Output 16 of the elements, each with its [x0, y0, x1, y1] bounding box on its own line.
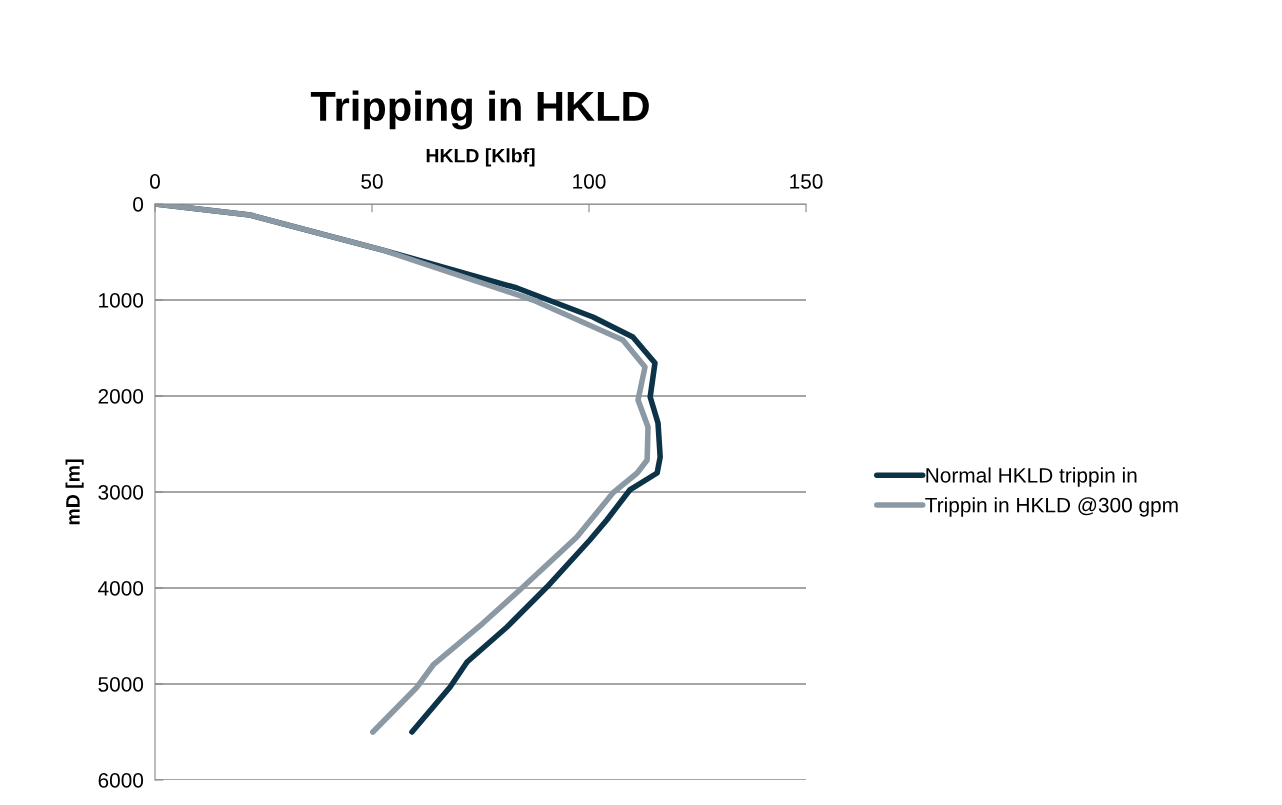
chart-title: Tripping in HKLD — [310, 90, 649, 130]
x-tick-label: 50 — [361, 174, 383, 189]
y-tick-label: 6000 — [98, 773, 144, 788]
y-tick-label: 0 — [133, 197, 144, 212]
y-axis-title: mD [m] — [65, 459, 84, 525]
x-tick-label: 150 — [790, 174, 823, 189]
x-axis-title: HKLD [Klbf] — [426, 148, 535, 167]
y-tick-label: 2000 — [98, 389, 144, 404]
legend-label: Trippin in HKLD @300 gpm — [925, 497, 1178, 517]
x-tick-label: 0 — [150, 174, 160, 189]
x-tick-label: 100 — [573, 174, 606, 189]
legend-label: Normal HKLD trippin in — [926, 467, 1137, 487]
y-tick-label: 4000 — [98, 581, 144, 596]
y-tick-label: 5000 — [98, 677, 144, 692]
y-tick-label: 1000 — [99, 293, 144, 308]
y-tick-label: 3000 — [98, 485, 144, 500]
